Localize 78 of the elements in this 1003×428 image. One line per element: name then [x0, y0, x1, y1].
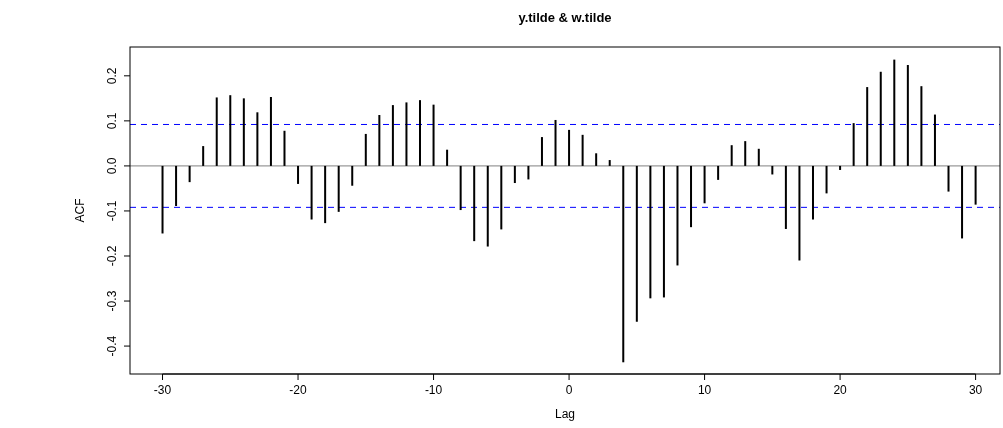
y-tick-label: -0.3 [105, 290, 119, 312]
x-tick-label: -20 [289, 383, 308, 397]
bar [771, 165, 774, 175]
bar [866, 87, 869, 166]
bar [744, 141, 747, 166]
bar [256, 112, 259, 166]
x-tick-label: 0 [565, 383, 573, 397]
bar [446, 149, 449, 166]
bar [459, 165, 462, 211]
bar [961, 165, 964, 239]
bar [676, 165, 679, 266]
bar [690, 165, 693, 228]
bar [175, 165, 178, 206]
bar [906, 65, 909, 166]
bar [947, 165, 950, 192]
y-tick-label: -0.4 [105, 335, 119, 357]
bar [974, 165, 977, 205]
x-tick-label: 20 [833, 383, 848, 397]
bar [500, 165, 503, 230]
bar [310, 165, 313, 220]
bar [839, 165, 842, 170]
y-tick-label: 0.0 [105, 157, 119, 175]
bar [269, 97, 272, 166]
bar [920, 86, 923, 166]
bar [202, 146, 205, 166]
bar [825, 165, 828, 194]
bar [513, 165, 516, 184]
x-tick-label: 10 [697, 383, 712, 397]
y-tick-label: 0.2 [105, 67, 119, 85]
bar [188, 165, 191, 183]
bar [337, 165, 340, 212]
bar [757, 148, 760, 166]
bar [229, 95, 232, 166]
bar [662, 165, 665, 298]
bar [161, 165, 164, 234]
y-tick-label: -0.1 [105, 200, 119, 222]
bar [405, 102, 408, 166]
bar [784, 165, 787, 229]
y-axis-title: ACF [73, 198, 87, 223]
bar [473, 165, 476, 242]
bar [364, 133, 367, 166]
bar [852, 123, 855, 166]
bar [595, 153, 598, 166]
bar [893, 59, 896, 166]
bar [378, 115, 381, 166]
x-tick-label: -30 [153, 383, 172, 397]
bar [540, 137, 543, 166]
bar [649, 165, 652, 299]
x-tick-label: -10 [424, 383, 443, 397]
bar [432, 104, 435, 166]
bar [581, 134, 584, 166]
y-tick-label: 0.1 [105, 112, 119, 130]
bar [391, 105, 394, 166]
bar [879, 71, 882, 166]
bar [351, 165, 354, 186]
bar [568, 129, 571, 166]
bar [242, 98, 245, 166]
bar [608, 160, 611, 166]
bar [811, 165, 814, 220]
bar [324, 165, 327, 224]
bar [419, 100, 421, 166]
bar [717, 165, 720, 180]
x-tick-label: 30 [968, 383, 983, 397]
bar [486, 165, 489, 247]
bar [297, 165, 300, 184]
bar [527, 165, 530, 180]
bar [730, 145, 733, 166]
bar [554, 119, 557, 166]
bar [635, 165, 638, 322]
x-axis-title: Lag [554, 407, 576, 421]
bar [622, 165, 625, 363]
bar [215, 97, 218, 166]
bar [283, 130, 286, 166]
y-tick-label: -0.2 [105, 245, 119, 267]
bar [703, 165, 706, 204]
chart-title: y.tilde & w.tilde [518, 10, 612, 25]
bar [798, 165, 801, 261]
bar [933, 114, 936, 166]
